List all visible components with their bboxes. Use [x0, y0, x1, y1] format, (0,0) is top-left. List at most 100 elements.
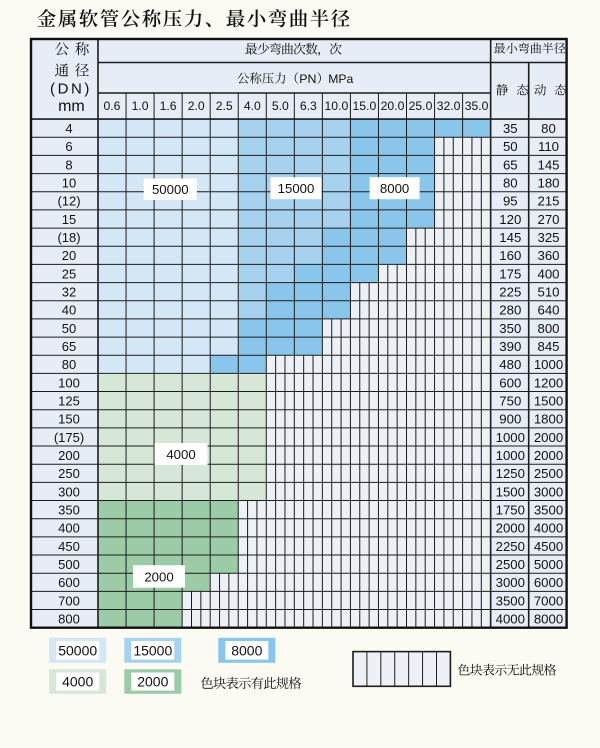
svg-text:350: 350	[499, 321, 521, 336]
svg-text:3000: 3000	[496, 575, 525, 590]
svg-text:845: 845	[537, 339, 559, 354]
svg-text:270: 270	[537, 212, 559, 227]
svg-text:15.0: 15.0	[353, 99, 377, 113]
svg-text:10.0: 10.0	[325, 99, 349, 113]
svg-text:1750: 1750	[496, 503, 525, 518]
svg-text:4000: 4000	[534, 521, 563, 536]
svg-text:600: 600	[499, 375, 521, 390]
svg-text:390: 390	[499, 339, 521, 354]
svg-text:200: 200	[58, 448, 80, 463]
svg-text:750: 750	[499, 394, 521, 409]
svg-text:215: 215	[537, 194, 559, 209]
svg-text:40: 40	[62, 303, 76, 318]
svg-text:8: 8	[65, 157, 72, 172]
svg-text:80: 80	[541, 121, 556, 136]
svg-text:10: 10	[62, 176, 76, 191]
svg-text:6000: 6000	[534, 575, 563, 590]
svg-text:1.0: 1.0	[132, 99, 149, 113]
svg-text:400: 400	[58, 521, 80, 536]
svg-text:100: 100	[58, 375, 80, 390]
svg-text:15000: 15000	[278, 181, 315, 196]
svg-text:160: 160	[499, 248, 521, 263]
svg-text:95: 95	[503, 194, 518, 209]
svg-text:1000: 1000	[496, 448, 525, 463]
svg-text:120: 120	[499, 212, 521, 227]
svg-text:110: 110	[538, 139, 559, 154]
svg-text:225: 225	[499, 285, 521, 300]
svg-text:2000: 2000	[496, 521, 525, 536]
svg-text:800: 800	[58, 612, 80, 627]
svg-text:65: 65	[503, 157, 518, 172]
svg-text:(18): (18)	[57, 230, 80, 245]
svg-text:400: 400	[537, 266, 559, 281]
svg-text:32.0: 32.0	[437, 99, 461, 113]
svg-text:900: 900	[499, 412, 521, 427]
svg-text:MPa: MPa	[328, 72, 353, 86]
svg-text:PN: PN	[299, 72, 316, 86]
svg-text:150: 150	[58, 412, 80, 427]
svg-text:2000: 2000	[534, 430, 563, 445]
svg-text:(175): (175)	[54, 430, 84, 445]
svg-text:1500: 1500	[496, 484, 525, 499]
svg-text:65: 65	[62, 339, 76, 354]
svg-text:1200: 1200	[534, 375, 563, 390]
svg-text:325: 325	[537, 230, 559, 245]
svg-text:35.0: 35.0	[465, 99, 489, 113]
svg-text:175: 175	[499, 266, 521, 281]
svg-text:6.3: 6.3	[300, 99, 317, 113]
svg-text:50000: 50000	[152, 182, 189, 197]
svg-text:480: 480	[499, 357, 521, 372]
svg-text:(DN): (DN)	[50, 81, 92, 98]
svg-text:32: 32	[62, 285, 76, 300]
svg-text:20: 20	[62, 248, 76, 263]
svg-text:(12): (12)	[57, 194, 80, 209]
svg-text:8000: 8000	[231, 642, 262, 658]
svg-text:300: 300	[58, 484, 80, 499]
svg-text:8000: 8000	[380, 181, 409, 196]
svg-text:15000: 15000	[133, 642, 172, 658]
svg-text:180: 180	[537, 176, 559, 191]
svg-text:2500: 2500	[496, 557, 525, 572]
svg-text:50: 50	[62, 321, 76, 336]
svg-text:15: 15	[62, 212, 76, 227]
svg-text:2000: 2000	[534, 448, 563, 463]
svg-text:145: 145	[537, 157, 559, 172]
svg-text:80: 80	[503, 176, 518, 191]
svg-text:125: 125	[58, 394, 80, 409]
svg-text:2250: 2250	[496, 539, 525, 554]
svg-text:mm: mm	[58, 98, 85, 115]
svg-text:20.0: 20.0	[381, 99, 405, 113]
svg-text:35: 35	[503, 121, 518, 136]
svg-text:600: 600	[58, 575, 80, 590]
svg-text:1800: 1800	[534, 412, 563, 427]
svg-text:8000: 8000	[534, 612, 563, 627]
svg-text:640: 640	[537, 303, 559, 318]
svg-text:4.0: 4.0	[244, 99, 261, 113]
svg-text:4000: 4000	[166, 447, 195, 462]
svg-text:280: 280	[499, 303, 521, 318]
svg-text:1000: 1000	[534, 357, 563, 372]
svg-text:1000: 1000	[496, 430, 525, 445]
svg-text:4500: 4500	[534, 539, 563, 554]
svg-text:2500: 2500	[534, 466, 563, 481]
svg-text:2000: 2000	[137, 674, 168, 690]
svg-text:2.5: 2.5	[216, 99, 233, 113]
svg-text:250: 250	[58, 466, 80, 481]
svg-text:1500: 1500	[534, 394, 563, 409]
svg-text:3500: 3500	[496, 593, 525, 608]
svg-text:700: 700	[58, 593, 80, 608]
svg-text:80: 80	[62, 357, 76, 372]
svg-text:2.0: 2.0	[188, 99, 205, 113]
svg-text:25.0: 25.0	[409, 99, 433, 113]
svg-text:5.0: 5.0	[272, 99, 289, 113]
svg-text:3500: 3500	[534, 503, 563, 518]
svg-text:0.6: 0.6	[104, 99, 121, 113]
svg-text:50000: 50000	[58, 642, 97, 658]
svg-text:1.6: 1.6	[160, 99, 177, 113]
svg-text:450: 450	[58, 539, 80, 554]
svg-text:2000: 2000	[144, 569, 173, 584]
svg-text:360: 360	[537, 248, 559, 263]
svg-text:4000: 4000	[62, 674, 93, 690]
svg-text:7000: 7000	[534, 593, 563, 608]
svg-text:6: 6	[65, 139, 72, 154]
